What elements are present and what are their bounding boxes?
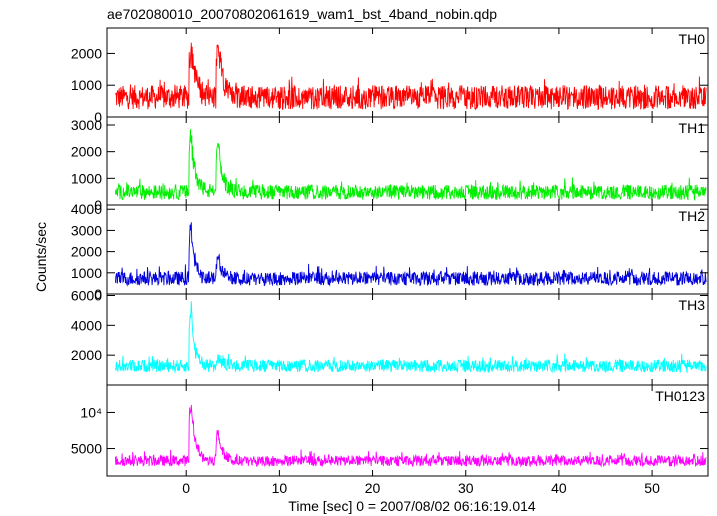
x-axis-label: Time [sec] 0 = 2007/08/02 06:16:19.014	[288, 498, 536, 514]
panel-th0123: 5000 10⁴ TH0123	[71, 384, 709, 477]
panel-label-th1: TH1	[679, 120, 706, 136]
y-tick-label-th2: 3000	[71, 222, 102, 238]
y-tick-label-th0123: 10⁴	[80, 404, 102, 420]
x-tick-label: 30	[458, 480, 474, 496]
x-tick-label: 20	[365, 480, 381, 496]
panel-frame-th0123	[106, 384, 709, 477]
y-tick-label-th0: 0	[94, 109, 102, 125]
y-tick-label-th1: 0	[94, 197, 102, 213]
panel-frame-th2	[106, 204, 709, 295]
panel-label-th3: TH3	[679, 297, 706, 313]
x-tick-label: 0	[182, 480, 190, 496]
y-tick-label-th3: 6000	[71, 287, 102, 303]
y-tick-label-th2: 4000	[71, 201, 102, 217]
y-tick-label-th0: 1000	[71, 77, 102, 93]
y-tick-label-th1: 3000	[71, 117, 102, 133]
panel-label-th2: TH2	[679, 208, 706, 224]
y-tick-label-th2: 2000	[71, 244, 102, 260]
chart-title: ae702080010_20070802061619_wam1_bst_4ban…	[107, 6, 497, 22]
x-tick-label: 10	[272, 480, 288, 496]
panel-th2: 0 1000 2000 3000 4000 TH2	[71, 201, 709, 302]
series-line-th1	[114, 129, 707, 202]
y-axis-label: Counts/sec	[33, 222, 49, 292]
series-line-th2	[114, 222, 707, 287]
y-tick-label-th3: 2000	[71, 347, 102, 363]
series-line-th0	[115, 42, 707, 111]
y-tick-label-th2: 0	[94, 286, 102, 302]
panel-label-th0123: TH0123	[655, 388, 705, 404]
y-tick-label-th2: 1000	[71, 265, 102, 281]
panel-th3: 2000 4000 6000 TH3	[71, 287, 709, 386]
y-tick-label-th0: 2000	[71, 45, 102, 61]
panel-th1: 0 1000 2000 3000 TH1	[71, 116, 709, 213]
x-tick-label: 50	[644, 480, 660, 496]
series-line-th0123	[114, 404, 707, 468]
x-tick-label: 40	[551, 480, 567, 496]
panel-th0: 0 1000 2000 TH0	[71, 27, 709, 125]
panel-label-th0: TH0	[679, 31, 706, 47]
y-tick-label-th3: 4000	[71, 317, 102, 333]
y-tick-label-th0123: 5000	[71, 441, 102, 457]
panel-frame-th3	[106, 293, 709, 386]
series-line-th3	[114, 301, 707, 374]
y-tick-label-th1: 2000	[71, 144, 102, 160]
y-tick-label-th1: 1000	[71, 170, 102, 186]
